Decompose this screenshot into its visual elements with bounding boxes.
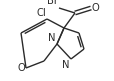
Text: Br: Br: [47, 0, 57, 6]
Text: Cl: Cl: [36, 8, 46, 18]
Text: N: N: [48, 33, 56, 43]
Text: O: O: [91, 3, 99, 13]
Text: O: O: [17, 63, 25, 73]
Text: N: N: [62, 60, 69, 70]
